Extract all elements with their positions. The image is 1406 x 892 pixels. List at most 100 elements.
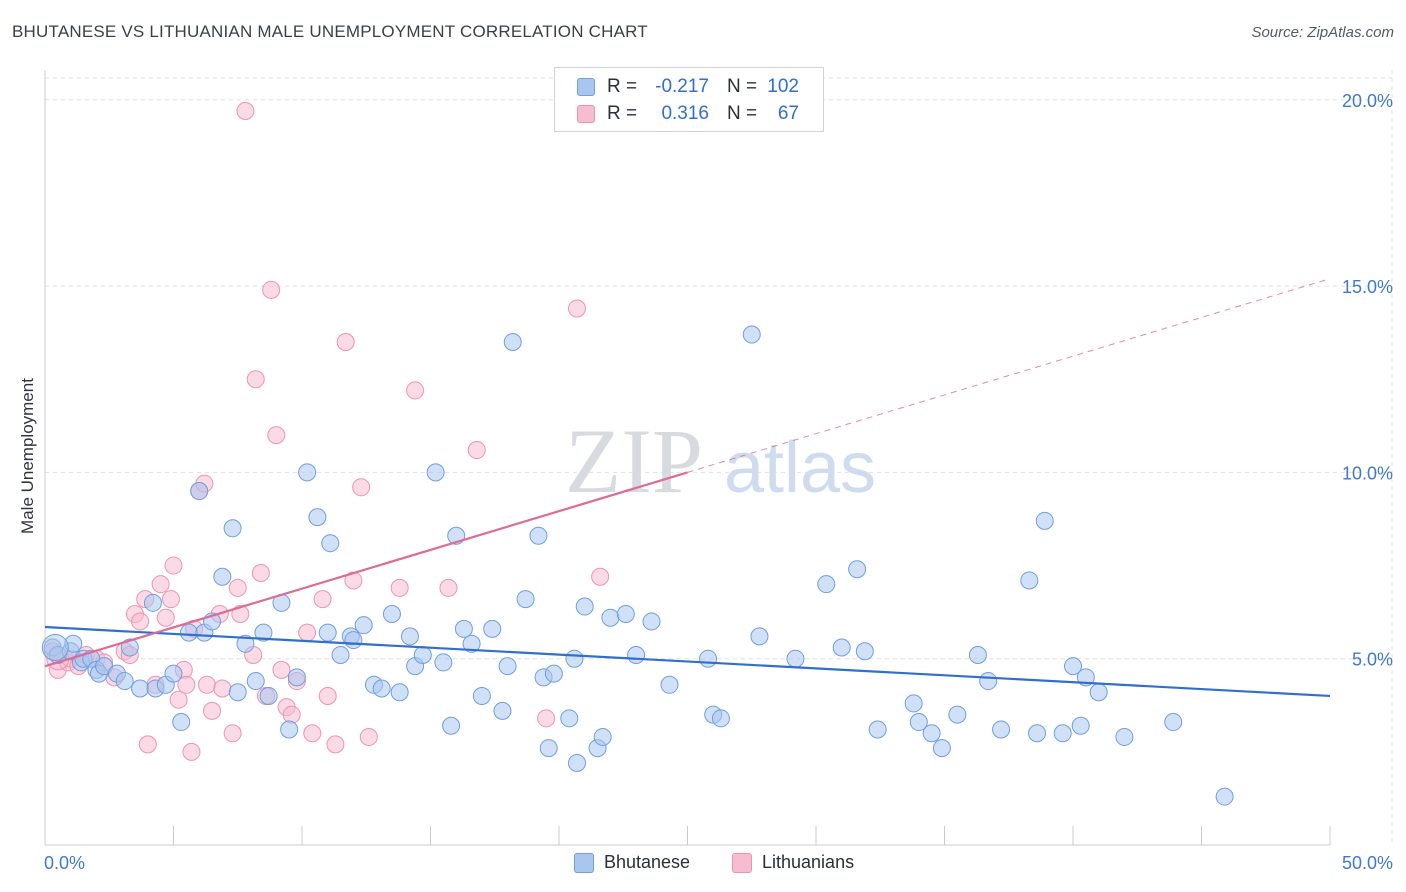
bhutanese-point [742,325,761,344]
bhutanese-point [948,705,967,724]
bhutanese-point [228,683,247,702]
bhutanese-point [344,631,363,650]
bhutanese-point [601,608,620,627]
watermark: ZIP atlas [565,410,876,512]
lithuanians-point [591,567,610,586]
bhutanese-point [516,590,535,609]
source-label: Source: ZipAtlas.com [1251,24,1394,41]
bhutanese-point [868,720,887,739]
x-tick-label: 0.0% [44,853,85,873]
lithuanians-legend-label: Lithuanians [762,852,855,872]
bhutanese-point [979,672,998,691]
lithuanians-swatch [732,852,752,873]
legend-r-label: R = [607,103,638,124]
bhutanese-point [567,754,586,773]
gridlines [45,70,1393,845]
bhutanese-point [498,657,517,676]
bhutanese-point [1020,571,1039,590]
bhutanese-point [164,664,183,683]
bhutanese-point [503,332,522,351]
bhutanese-point [400,627,419,646]
lithuanians-point [203,701,222,720]
legend-n-value: 67 [777,103,799,124]
bhutanese-point [254,623,273,642]
bhutanese-point [593,727,612,746]
bhutanese-point [660,675,679,694]
bhutanese-point [413,645,432,664]
legend-swatch-pink [577,105,595,123]
lithuanians-point [326,735,345,754]
bhutanese-point [786,649,805,668]
bhutanese-point [544,664,563,683]
bhutanese-point [372,679,391,698]
lithuanians-point [131,612,150,631]
bhutanese-point [493,701,512,720]
lithuanians-point [303,724,322,743]
axes [44,70,1331,846]
bhutanese-point [616,604,635,623]
bhutanese-point [143,593,162,612]
bhutanese-point [442,716,461,735]
watermark-atlas: atlas [724,428,876,508]
bhutanese-point [1164,713,1183,732]
lithuanians-point [318,686,337,705]
bhutanese-point [223,519,242,538]
bhutanese-point [1028,724,1047,743]
bhutanese-point [331,645,350,664]
legend-n-label: N = [727,76,758,97]
lithuanians-point [213,679,232,698]
bhutanese-point [354,616,373,635]
chart-title: BHUTANESE VS LITHUANIAN MALE UNEMPLOYMEN… [12,22,648,41]
lithuanians-point [439,578,458,597]
x-tick-label: 50.0% [1342,853,1393,873]
lithuanians-trend-line [44,471,688,668]
bhutanese-point [539,739,558,758]
lithuanians-point [406,381,425,400]
legend-r-value: -0.217 [655,76,709,97]
bhutanese-point [179,623,198,642]
bhutanese-point [642,612,661,631]
bhutanese-point [434,653,453,672]
y-tick-label: 10.0% [1342,463,1393,483]
bhutanese-point [711,709,730,728]
trend-lines [44,278,1331,698]
bhutanese-point [308,508,327,527]
bhutanese-swatch [574,852,594,873]
lithuanians-point [313,590,332,609]
legend-row-bhutanese: R = -0.217 N = 102 [577,74,799,100]
bhutanese-point [318,623,337,642]
legend-n-label: N = [727,103,758,124]
lithuanians-point [282,705,301,724]
bhutanese-point [246,672,265,691]
bhutanese-point [848,560,867,579]
legend-swatch-blue [577,78,595,96]
lithuanians-point [567,299,586,318]
lithuanians-points [43,101,610,761]
bhutanese-point [529,526,548,545]
y-tick-label: 20.0% [1342,91,1393,111]
lithuanians-trend-extension [687,278,1331,473]
bhutanese-point [131,679,150,698]
bhutanese-point [287,668,306,687]
bhutanese-point [627,645,646,664]
lithuanians-point [298,623,317,642]
lithuanians-point [390,578,409,597]
lithuanians-point [223,724,242,743]
bhutanese-point [483,619,502,638]
legend-n-value: 102 [767,76,799,97]
bhutanese-point [1071,716,1090,735]
lithuanians-point [236,101,255,120]
bhutanese-point [472,686,491,705]
bhutanese-trend-line [44,625,1331,698]
lithuanians-point [164,556,183,575]
correlation-legend: R = -0.217 N = 102 R = 0.316 N = 67 [554,67,824,132]
bhutanese-point [426,463,445,482]
legend-item-lithuanians[interactable]: Lithuanians [732,852,854,873]
lithuanians-point [344,571,363,590]
bhutanese-points [41,325,1234,806]
legend-item-bhutanese[interactable]: Bhutanese [574,852,690,873]
bhutanese-point [1089,683,1108,702]
lithuanians-point [272,660,291,679]
lithuanians-point [161,590,180,609]
